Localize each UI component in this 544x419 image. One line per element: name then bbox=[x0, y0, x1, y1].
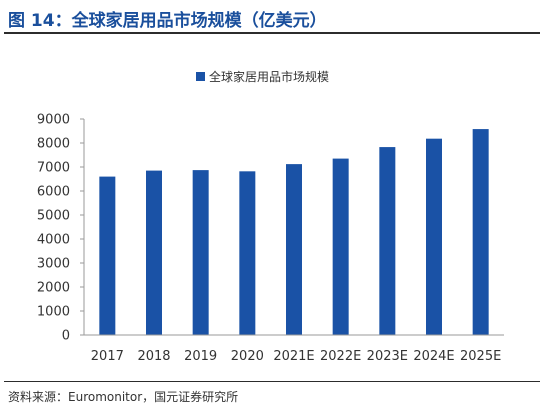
y-tick-label: 5000 bbox=[37, 209, 70, 224]
y-tick-label: 6000 bbox=[37, 185, 70, 200]
y-tick-label: 2000 bbox=[37, 281, 70, 296]
bar-2023E bbox=[379, 147, 396, 335]
y-axis: 0 1000 2000 3000 4000 5000 6000 7000 8000 9000 bbox=[37, 113, 84, 344]
y-tick-label: 4000 bbox=[37, 233, 70, 248]
x-tick-label: 2024E bbox=[413, 349, 454, 364]
legend-swatch bbox=[196, 72, 205, 81]
x-tick-label: 2021E bbox=[273, 349, 314, 364]
bar-2025E bbox=[472, 129, 489, 335]
y-tick-label: 1000 bbox=[37, 305, 70, 320]
y-tick-label: 0 bbox=[62, 329, 70, 344]
y-tick-label: 8000 bbox=[37, 137, 70, 152]
chart-area: 全球家居用品市场规模 0 1000 2000 3000 4000 5000 6000 7000… bbox=[0, 36, 544, 376]
x-tick-label: 2023E bbox=[367, 349, 408, 364]
x-axis: 2017 2018 2019 2020 2021E 2022E 2023E 2024E 2025… bbox=[91, 349, 502, 364]
y-tick-label: 9000 bbox=[37, 113, 70, 128]
bar-2020 bbox=[239, 171, 256, 335]
x-tick-label: 2025E bbox=[460, 349, 501, 364]
bar-2024E bbox=[426, 138, 442, 335]
x-tick-label: 2020 bbox=[231, 349, 264, 364]
y-tick-label: 3000 bbox=[37, 257, 70, 272]
source-note: 资料来源：Euromonitor，国元证券研究所 bbox=[8, 390, 239, 404]
x-tick-label: 2017 bbox=[91, 349, 124, 364]
legend-label: 全球家居用品市场规模 bbox=[209, 69, 329, 84]
title-divider bbox=[4, 32, 540, 34]
bar-2018 bbox=[146, 170, 162, 335]
bar-2017 bbox=[99, 176, 116, 335]
x-tick-label: 2022E bbox=[320, 349, 361, 364]
bars bbox=[99, 129, 489, 335]
y-tick-label: 7000 bbox=[37, 161, 70, 176]
bar-2021E bbox=[286, 164, 302, 335]
x-tick-label: 2019 bbox=[184, 349, 217, 364]
bar-2019 bbox=[192, 170, 209, 335]
bar-2022E bbox=[332, 158, 349, 335]
legend: 全球家居用品市场规模 bbox=[196, 69, 329, 84]
figure-title: 图 14：全球家居用品市场规模（亿美元） bbox=[8, 11, 327, 31]
x-tick-label: 2018 bbox=[137, 349, 170, 364]
source-divider bbox=[4, 381, 540, 382]
bar-chart: 全球家居用品市场规模 0 1000 2000 3000 4000 5000 6000 7000… bbox=[37, 69, 504, 364]
